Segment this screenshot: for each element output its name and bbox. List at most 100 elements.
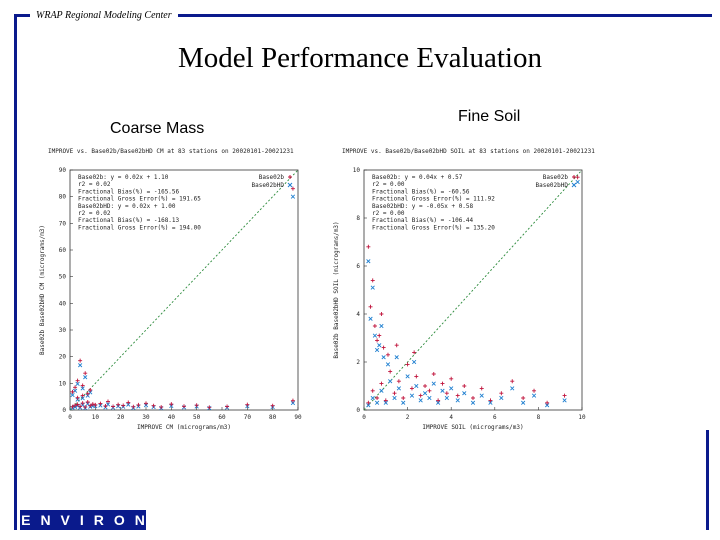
point-base02b bbox=[368, 304, 373, 309]
environ-logo: ENVIRON bbox=[20, 510, 146, 530]
point-base02b bbox=[85, 391, 90, 396]
point-base02bhd bbox=[444, 395, 449, 401]
point-base02b bbox=[85, 400, 90, 404]
point-base02b bbox=[290, 398, 295, 403]
y-tick-label: 60 bbox=[59, 247, 67, 254]
org-label: WRAP Regional Modeling Center bbox=[30, 10, 178, 21]
point-base02b bbox=[75, 378, 80, 383]
point-base02bhd bbox=[422, 391, 428, 396]
y-tick-label: 0 bbox=[356, 407, 360, 414]
stats-line: Fractional Gross Error(%) = 194.00 bbox=[78, 224, 201, 231]
stats-line: Fractional Bias(%) = -165.56 bbox=[78, 188, 180, 195]
y-tick-label: 0 bbox=[62, 407, 66, 414]
point-base02b bbox=[532, 388, 537, 393]
point-base02b bbox=[444, 391, 449, 396]
x-axis-label: IMPROVE SOIL (micrograms/m3) bbox=[422, 424, 523, 431]
coarse-mass-title: Coarse Mass bbox=[110, 120, 205, 137]
point-base02b bbox=[73, 385, 78, 390]
point-base02bhd bbox=[545, 403, 550, 408]
legend-marker-base02b bbox=[288, 175, 292, 179]
stats-line: Fractional Gross Error(%) = 135.20 bbox=[372, 224, 495, 231]
y-tick-label: 8 bbox=[356, 215, 360, 222]
point-base02bhd bbox=[381, 355, 386, 360]
point-base02b bbox=[409, 386, 414, 391]
stats-line: Base02b: y = 0.04x + 0.57 bbox=[372, 174, 463, 181]
y-tick-label: 6 bbox=[356, 263, 360, 270]
point-base02b bbox=[75, 402, 80, 407]
point-base02bhd bbox=[405, 374, 410, 379]
point-base02b bbox=[375, 338, 380, 343]
point-base02b bbox=[131, 404, 136, 409]
stats-line: r2 = 0.00 bbox=[372, 210, 405, 217]
slide-title: Model Performance Evaluation bbox=[178, 42, 542, 74]
point-base02bhd bbox=[562, 398, 567, 403]
point-base02bhd bbox=[290, 400, 296, 406]
y-tick-label: 10 bbox=[59, 380, 67, 387]
slide-frame-right bbox=[706, 430, 709, 530]
legend-label: Base02bHD bbox=[251, 182, 284, 189]
point-base02bhd bbox=[510, 386, 515, 391]
point-base02b bbox=[427, 388, 432, 393]
y-axis-label: Base02b Base02bHD SOIL (micrograms/m3) bbox=[333, 221, 340, 358]
point-base02bhd bbox=[290, 194, 296, 199]
point-base02b bbox=[88, 388, 93, 392]
point-base02bhd bbox=[368, 316, 373, 321]
point-base02b bbox=[194, 403, 199, 408]
point-base02b bbox=[499, 391, 504, 396]
stats-line: Fractional Gross Error(%) = 111.92 bbox=[372, 196, 495, 203]
point-base02b bbox=[372, 324, 377, 328]
y-axis-label: Base02b Base02bHD CM (micrograms/m3) bbox=[39, 225, 46, 355]
point-base02b bbox=[366, 400, 371, 405]
point-base02bhd bbox=[370, 285, 375, 290]
point-base02b bbox=[159, 405, 164, 410]
point-base02b bbox=[394, 343, 399, 348]
point-base02b bbox=[270, 403, 275, 408]
stats-line: Base02b: y = 0.02x + 1.10 bbox=[78, 174, 169, 181]
y-tick-label: 10 bbox=[353, 167, 361, 174]
fine-soil-chart: IMPROVE vs. Base02b/Base02bHD SOIL at 83… bbox=[330, 140, 642, 435]
plot-area bbox=[363, 169, 583, 411]
point-base02bhd bbox=[126, 402, 131, 407]
point-base02b bbox=[381, 345, 386, 350]
point-base02b bbox=[225, 404, 230, 409]
point-base02b bbox=[70, 389, 75, 394]
legend-marker-base02bhd bbox=[287, 182, 293, 188]
stats-line: Fractional Bias(%) = -168.13 bbox=[78, 217, 180, 224]
chart-title: IMPROVE vs. Base02b/Base02bHD SOIL at 83… bbox=[342, 148, 595, 155]
point-base02bhd bbox=[370, 395, 375, 401]
coarse-mass-chart: IMPROVE vs. Base02b/Base02bHD CM at 83 s… bbox=[36, 140, 306, 435]
point-base02b bbox=[83, 405, 88, 410]
point-base02b bbox=[379, 381, 384, 386]
x-tick-label: 8 bbox=[537, 414, 541, 421]
point-base02bhd bbox=[374, 400, 380, 405]
point-base02b bbox=[401, 396, 406, 400]
point-base02b bbox=[80, 383, 85, 388]
point-base02bhd bbox=[372, 333, 378, 338]
x-tick-label: 0 bbox=[68, 414, 72, 421]
y-tick-label: 50 bbox=[59, 274, 67, 281]
plot-area bbox=[69, 169, 299, 411]
x-tick-label: 0 bbox=[362, 414, 366, 421]
legend-label: Base02b bbox=[543, 174, 569, 181]
point-base02b bbox=[471, 396, 475, 400]
y-tick-label: 2 bbox=[356, 359, 360, 366]
x-tick-label: 10 bbox=[578, 414, 586, 421]
point-base02bhd bbox=[379, 323, 384, 329]
point-base02b bbox=[366, 244, 371, 249]
point-base02b bbox=[182, 404, 186, 409]
x-tick-label: 6 bbox=[493, 414, 497, 421]
point-base02bhd bbox=[388, 379, 393, 384]
point-base02b bbox=[405, 362, 410, 367]
stats-line: r2 = 0.02 bbox=[78, 181, 111, 188]
point-base02b bbox=[431, 372, 436, 376]
point-base02bhd bbox=[449, 386, 454, 391]
point-base02b bbox=[80, 401, 85, 406]
y-tick-label: 20 bbox=[59, 354, 67, 361]
point-base02bhd bbox=[70, 392, 75, 398]
x-tick-label: 60 bbox=[218, 414, 226, 421]
one-to-one-line bbox=[69, 169, 299, 411]
point-base02b bbox=[379, 312, 384, 316]
point-base02bhd bbox=[414, 383, 419, 389]
point-base02bhd bbox=[80, 386, 85, 391]
point-base02b bbox=[414, 374, 419, 379]
